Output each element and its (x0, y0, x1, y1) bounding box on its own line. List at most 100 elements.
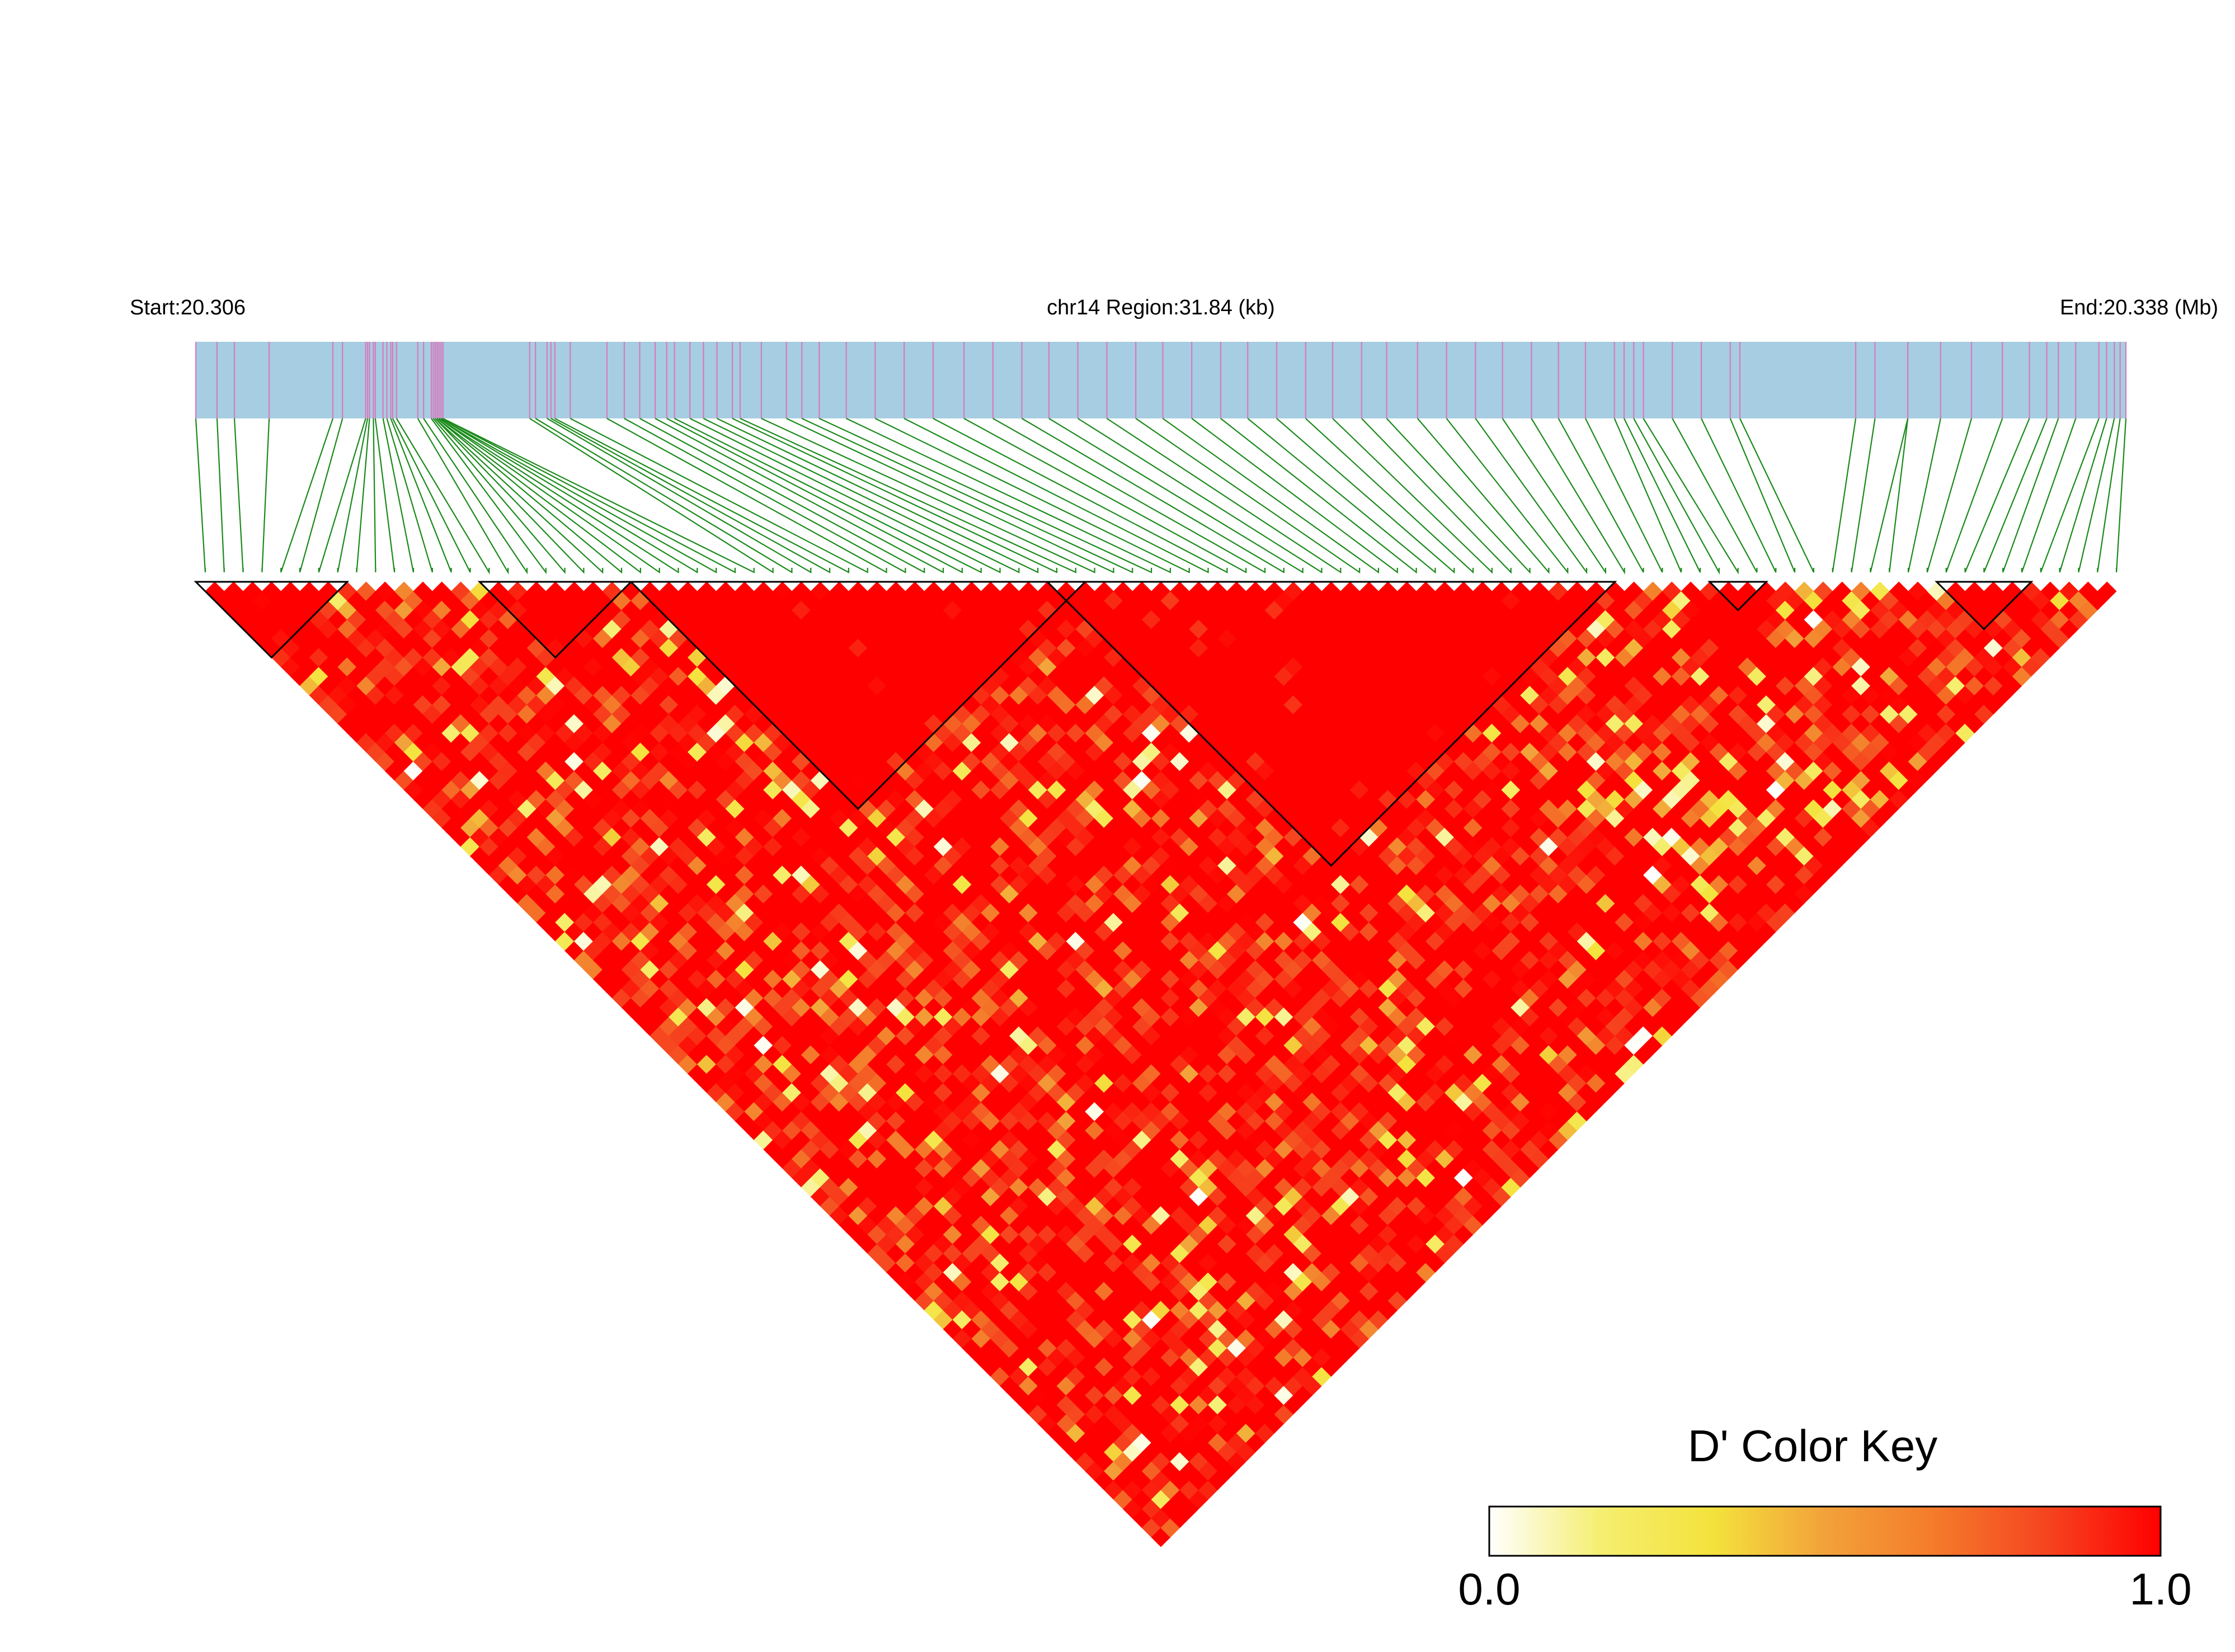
snp-connector (435, 418, 604, 574)
snp-connector (374, 418, 396, 573)
snp-connector (1022, 418, 1284, 573)
snp-connector (417, 418, 509, 575)
end-label: End:20.338 (Mb) (2060, 296, 2218, 319)
snp-connector (1624, 418, 1701, 573)
snp-connector (529, 418, 774, 573)
snp-connector (1135, 418, 1361, 574)
snp-connector (440, 418, 698, 573)
snp-connector (299, 418, 344, 573)
snp-connector (717, 418, 1039, 573)
snp-connector (535, 418, 793, 573)
snp-connector (740, 418, 1076, 573)
snp-connector (1983, 418, 2048, 573)
snp-connector (801, 418, 1133, 573)
snp-connector (356, 418, 370, 573)
snp-connector (318, 418, 366, 573)
snp-connector (1417, 418, 1550, 574)
snp-connector (874, 418, 1190, 573)
snp-connector (261, 418, 270, 573)
snp-connector (1889, 418, 1909, 573)
snp-connector (761, 418, 1095, 573)
snp-connector (2040, 418, 2100, 573)
snp-connector (992, 418, 1266, 573)
snp-connector (1305, 418, 1474, 574)
snp-connector (1739, 418, 1815, 573)
snp-connector (674, 418, 982, 573)
snp-connector (732, 418, 1058, 573)
ld-cells (205, 581, 2117, 1547)
snp-connector (216, 418, 225, 573)
snp-connector (337, 418, 369, 573)
snp-connector (423, 418, 528, 575)
start-label: Start:20.306 (130, 296, 246, 319)
snp-connector (554, 418, 850, 573)
snp-connector (1361, 418, 1512, 574)
snp-connector (1964, 418, 2030, 573)
snp-connector (1870, 418, 1909, 573)
region-bar (196, 342, 2126, 418)
snp-connector (440, 418, 717, 573)
snp-connector (2002, 418, 2059, 573)
snp-connector (1558, 418, 1644, 573)
snp-connector (1502, 418, 1606, 575)
snp-connector (703, 418, 1020, 573)
snp-connector (2078, 418, 2115, 573)
snp-connector (443, 418, 736, 573)
snp-connector (386, 418, 433, 573)
snp-connector (1585, 418, 1663, 573)
snp-connector (1643, 418, 1739, 575)
snp-connector (624, 418, 906, 573)
snp-connector (373, 418, 377, 573)
snp-connector (392, 418, 471, 573)
snp-connector (382, 418, 415, 573)
snp-connector (2097, 418, 2121, 573)
snp-connector (1851, 418, 1876, 573)
snp-connector (1048, 418, 1304, 573)
snp-connector (904, 418, 1209, 573)
snp-connector (443, 418, 755, 573)
snp-connector (786, 418, 1114, 573)
region-label: chr14 Region:31.84 (kb) (1047, 296, 1275, 319)
snp-connector (1276, 418, 1455, 574)
snp-connector (1220, 418, 1417, 574)
snp-connector (1729, 418, 1796, 573)
snp-connector (390, 418, 452, 573)
snp-connector (1106, 418, 1342, 574)
snp-connector (818, 418, 1152, 573)
snp-connector (1247, 418, 1436, 574)
snp-connector (550, 418, 831, 573)
snp-connector (606, 418, 887, 573)
snp-connectors (195, 418, 2127, 575)
snp-ticks (195, 342, 2127, 418)
snp-connector (1162, 418, 1380, 574)
snp-connector (396, 418, 490, 575)
snp-connector (1475, 418, 1588, 575)
snp-connector (1907, 418, 1941, 573)
snp-connector (2059, 418, 2107, 573)
snp-connector (1613, 418, 1682, 573)
snp-connector (2021, 418, 2077, 573)
snp-connector (846, 418, 1171, 573)
snp-connector (1926, 418, 1973, 573)
snp-connector (195, 418, 206, 573)
snp-connector (1701, 418, 1777, 573)
snp-connector (933, 418, 1228, 573)
snp-connector (233, 418, 244, 573)
snp-connector (1672, 418, 1758, 573)
snp-connector (547, 418, 812, 573)
snp-connector (1531, 418, 1625, 575)
snp-connector (1386, 418, 1531, 574)
snp-connector (963, 418, 1247, 573)
snp-connector (639, 418, 925, 573)
snp-connector (666, 418, 963, 573)
snp-connector (570, 418, 868, 573)
snp-connector (280, 418, 333, 573)
snp-connector (435, 418, 585, 574)
snp-connector (431, 418, 547, 575)
snp-connector (439, 418, 660, 574)
snp-connector (436, 418, 623, 574)
snp-connector (439, 418, 679, 574)
snp-connector (436, 418, 641, 574)
snp-connector (432, 418, 566, 574)
